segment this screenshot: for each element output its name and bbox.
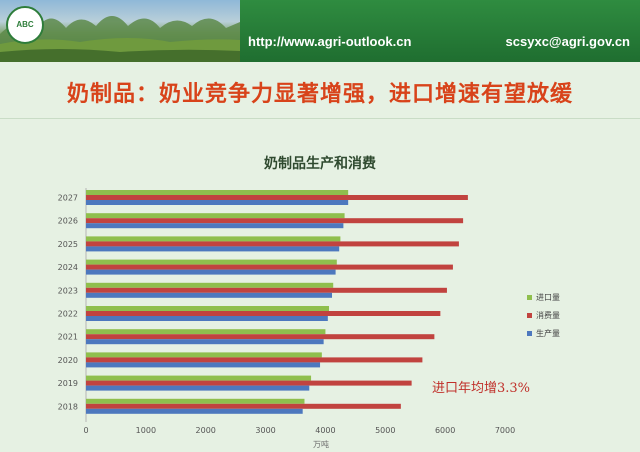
import-growth-annotation: 进口年均增3.3% <box>432 381 531 396</box>
bar-2023-2 <box>86 292 333 298</box>
x-tick-label: 2000 <box>196 426 216 435</box>
x-tick-label: 3000 <box>255 426 275 435</box>
bar-2021-2 <box>86 339 324 345</box>
bar-2020-1 <box>86 357 423 363</box>
bar-2021-0 <box>86 329 326 335</box>
legend-label: 进口量 <box>536 293 560 302</box>
bar-2022-1 <box>86 311 441 316</box>
bar-2019-0 <box>86 375 312 381</box>
x-tick-label: 7000 <box>495 426 515 435</box>
legend-label: 消费量 <box>536 310 560 320</box>
bar-2027-1 <box>86 195 468 200</box>
y-tick-label: 2019 <box>58 379 78 388</box>
bar-2025-1 <box>86 241 459 247</box>
bar-2019-2 <box>86 385 310 391</box>
bar-2023-1 <box>86 287 447 293</box>
chart-title: 奶制品生产和消费 <box>264 155 376 172</box>
bar-2022-2 <box>86 316 328 321</box>
logo-text: ABC <box>16 20 34 29</box>
x-tick-label: 4000 <box>315 426 335 435</box>
website-url[interactable]: http://www.agri-outlook.cn <box>248 34 412 49</box>
mountain-landscape-icon <box>0 16 240 62</box>
header-bar: ABC http://www.agri-outlook.cn scsyxc@ag… <box>0 0 640 62</box>
title-divider <box>0 118 640 119</box>
x-tick-label: 1000 <box>136 426 156 435</box>
bar-2020-0 <box>86 352 322 358</box>
x-tick-label: 6000 <box>435 426 455 435</box>
bar-2022-0 <box>86 306 330 311</box>
legend-label: 生产量 <box>536 328 560 338</box>
slide-title: 奶制品：奶业竞争力显著增强，进口增速有望放缓 <box>66 82 573 107</box>
y-tick-label: 2025 <box>58 240 78 249</box>
bar-2024-0 <box>86 259 337 265</box>
bar-2019-1 <box>86 380 412 386</box>
bar-2018-2 <box>86 408 303 414</box>
landscape-banner-image: ABC <box>0 0 240 62</box>
legend-swatch <box>527 331 532 336</box>
y-tick-labels: 2027 2026 2025 2024 2023 2022 2021 2020 2019 2018 <box>58 194 78 412</box>
bar-2025-2 <box>86 246 340 252</box>
bar-2024-2 <box>86 269 336 275</box>
bar-2018-1 <box>86 403 401 409</box>
bar-2021-1 <box>86 334 435 340</box>
x-tick-labels: 0 1000 2000 3000 4000 5000 6000 7000 <box>83 426 515 435</box>
bar-2023-0 <box>86 282 334 288</box>
y-tick-label: 2023 <box>58 286 78 295</box>
bar-2020-2 <box>86 362 321 368</box>
bar-2026-2 <box>86 223 344 229</box>
bar-2027-2 <box>86 200 349 205</box>
legend-swatch <box>527 295 532 300</box>
bar-2027-0 <box>86 190 349 195</box>
y-tick-label: 2018 <box>58 402 78 411</box>
x-axis-label: 万吨 <box>313 439 329 449</box>
legend-swatch <box>527 313 532 318</box>
x-tick-label: 5000 <box>375 426 395 435</box>
bars-group <box>85 188 468 422</box>
bar-2018-0 <box>86 398 305 404</box>
y-tick-label: 2020 <box>58 356 78 365</box>
bar-2025-0 <box>86 236 341 242</box>
contact-email[interactable]: scsyxc@agri.gov.cn <box>505 34 630 49</box>
bar-2024-1 <box>86 264 453 270</box>
y-tick-label: 2027 <box>58 194 78 203</box>
bar-2026-0 <box>86 213 345 219</box>
y-tick-label: 2026 <box>58 217 78 226</box>
bar-2026-1 <box>86 218 464 224</box>
y-tick-label: 2024 <box>58 263 78 272</box>
x-tick-label: 0 <box>83 426 88 435</box>
y-tick-label: 2021 <box>58 333 78 342</box>
y-tick-label: 2022 <box>58 310 78 319</box>
abc-logo: ABC <box>6 6 44 44</box>
